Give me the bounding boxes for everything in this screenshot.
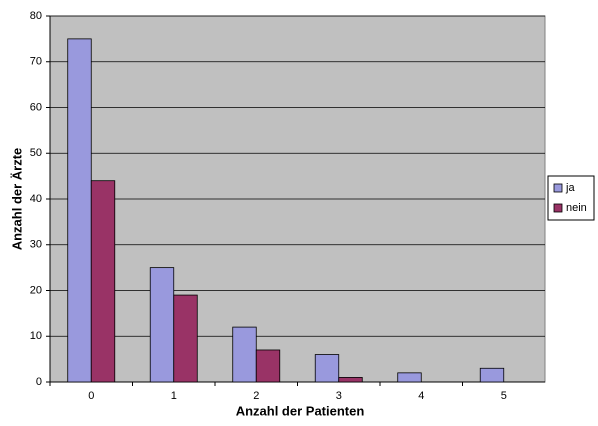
bar <box>173 294 198 383</box>
legend-swatch <box>553 183 563 193</box>
x-tick-label: 5 <box>501 390 507 402</box>
bar <box>67 38 92 383</box>
bar <box>314 354 340 383</box>
x-tick-label: 4 <box>418 390 424 402</box>
x-tick-label: 3 <box>336 390 342 402</box>
legend-swatch <box>553 203 563 213</box>
legend-label: ja <box>565 182 575 194</box>
y-tick-label: 50 <box>30 147 42 159</box>
y-tick-label: 80 <box>30 10 42 22</box>
y-tick-label: 40 <box>30 193 42 205</box>
bar <box>397 372 422 383</box>
x-tick-label: 2 <box>253 390 259 402</box>
bar <box>255 349 281 383</box>
bar <box>149 267 175 383</box>
bar <box>338 377 363 383</box>
x-tick-label: 1 <box>171 390 177 402</box>
legend-label: nein <box>566 202 587 214</box>
bar <box>232 326 257 383</box>
y-tick-label: 30 <box>30 239 42 251</box>
y-tick-label: 60 <box>30 101 42 113</box>
y-tick-label: 20 <box>30 284 42 296</box>
y-tick-label: 10 <box>30 330 42 342</box>
y-tick-label: 70 <box>30 56 42 68</box>
y-axis-title: Anzahl der Ärzte <box>9 148 24 251</box>
x-tick-label: 0 <box>88 390 94 402</box>
legend-box <box>547 175 595 221</box>
bar <box>90 180 116 383</box>
bar <box>479 367 505 383</box>
y-tick-label: 0 <box>36 376 42 388</box>
x-axis-title: Anzahl der Patienten <box>236 403 365 418</box>
